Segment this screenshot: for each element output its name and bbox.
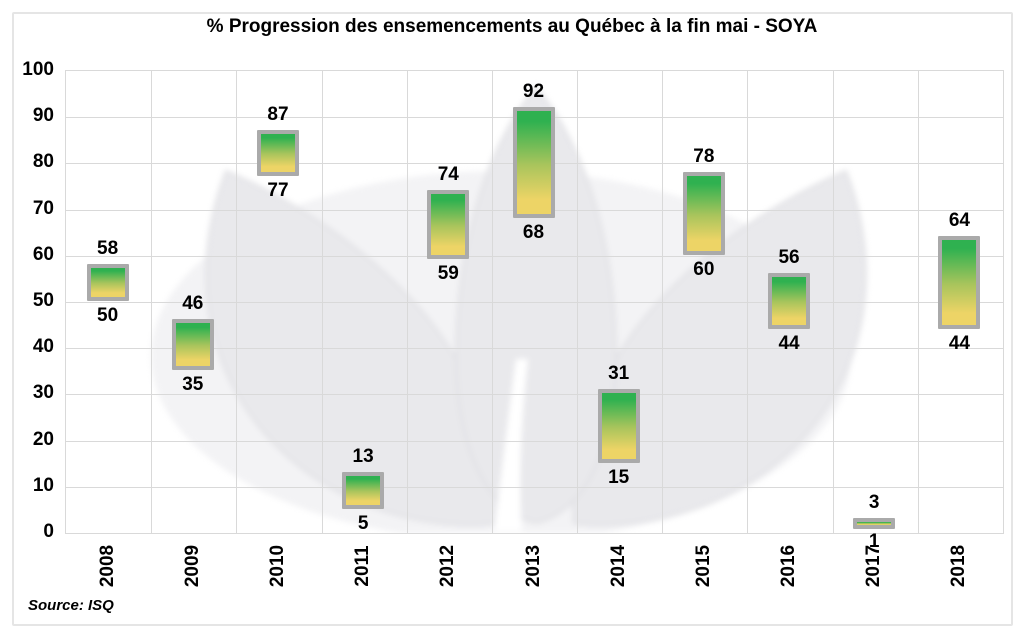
bar-min-label: 77 (267, 180, 289, 202)
bar-min-label: 68 (522, 221, 545, 243)
bar-min-label: 35 (182, 374, 204, 396)
range-bar (768, 273, 811, 329)
bar-max-label: 46 (182, 293, 204, 315)
gridline-vertical (918, 71, 919, 533)
bar-max-label: 78 (693, 145, 715, 167)
gridline-vertical (151, 71, 152, 533)
range-bar (256, 130, 299, 177)
gridline-vertical (322, 71, 323, 533)
range-bar (597, 388, 640, 463)
bar-max-label: 13 (352, 445, 374, 467)
bar-max-label: 58 (97, 238, 119, 260)
chart-title: % Progression des ensemencements au Québ… (206, 16, 818, 37)
gridline-horizontal (66, 302, 1003, 303)
gridline-vertical (407, 71, 408, 533)
y-tick-label: 50 (32, 290, 54, 311)
bar-min-label: 59 (437, 263, 459, 285)
source-note: Source: ISQ (28, 597, 114, 614)
y-tick-label: 20 (32, 428, 54, 450)
range-bar (682, 171, 725, 255)
bar-min-label: 5 (357, 512, 369, 534)
y-tick-label: 0 (43, 521, 54, 542)
gridline-horizontal (66, 394, 1003, 396)
y-tick-label: 60 (32, 243, 54, 265)
leaf-watermark-icon (151, 85, 867, 533)
gridline-vertical (833, 71, 834, 533)
range-bar (342, 471, 385, 509)
y-tick-label: 100 (22, 59, 54, 80)
gridline-vertical (492, 71, 493, 533)
range-bar (938, 236, 981, 329)
bar-max-label: 87 (267, 104, 289, 126)
gridline-horizontal (66, 255, 1003, 257)
bar-max-label: 3 (868, 492, 880, 514)
y-tick-label: 10 (32, 474, 54, 496)
y-tick-label: 30 (32, 382, 54, 404)
bar-min-label: 44 (778, 332, 800, 354)
bar-min-label: 44 (948, 332, 970, 354)
y-tick-label: 40 (32, 336, 54, 358)
gridline-horizontal (66, 486, 1003, 488)
gridline-vertical (747, 71, 748, 533)
bar-min-label: 1 (868, 531, 880, 553)
range-bar (86, 264, 129, 301)
bar-max-label: 74 (437, 164, 459, 186)
gridline-horizontal (66, 440, 1003, 442)
gridline-horizontal (66, 348, 1003, 350)
y-tick-label: 70 (32, 197, 54, 219)
gridline-vertical (236, 71, 237, 533)
range-bar (853, 518, 896, 530)
bar-max-label: 64 (948, 210, 970, 232)
bar-min-label: 60 (693, 258, 715, 280)
bar-max-label: 31 (608, 362, 630, 384)
y-tick-label: 80 (32, 151, 54, 173)
gridline-vertical (662, 71, 663, 533)
bar-min-label: 50 (97, 305, 119, 326)
y-tick-label: 90 (32, 105, 54, 127)
gridline-vertical (577, 71, 578, 533)
plot-area (65, 70, 1004, 534)
bar-max-label: 92 (522, 80, 545, 102)
range-bar (171, 319, 214, 371)
range-bar (512, 106, 555, 218)
bar-min-label: 15 (608, 466, 630, 488)
bar-max-label: 56 (778, 247, 800, 269)
range-bar (427, 190, 470, 260)
